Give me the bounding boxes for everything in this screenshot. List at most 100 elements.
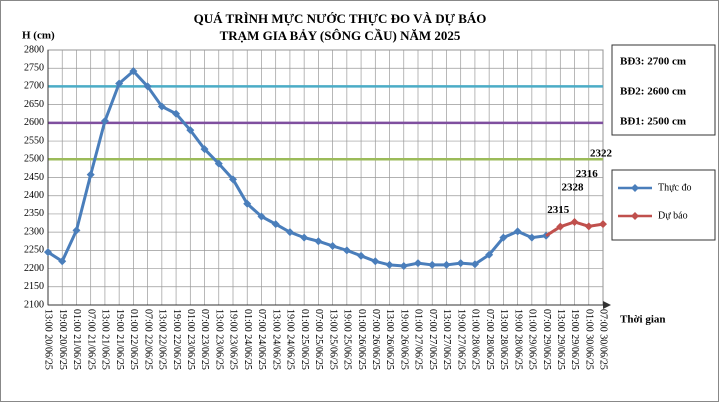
x-tick-label: 07:00 25/06/25 bbox=[313, 309, 324, 370]
y-tick-label: 2350 bbox=[24, 208, 44, 219]
reference-label: BĐ2: 2600 cm bbox=[620, 86, 686, 98]
y-tick-label: 2500 bbox=[24, 154, 44, 165]
reference-label: BĐ3: 2700 cm bbox=[620, 56, 686, 68]
x-tick-label: 01:00 21/06/25 bbox=[71, 309, 82, 370]
reference-label: BĐ1: 2500 cm bbox=[620, 116, 686, 128]
x-tick-label: 19:00 22/06/25 bbox=[171, 309, 182, 370]
x-tick-label: 07:00 23/06/25 bbox=[199, 309, 210, 370]
x-tick-label: 01:00 22/06/25 bbox=[128, 309, 139, 370]
marker bbox=[428, 260, 437, 269]
marker bbox=[357, 251, 366, 260]
marker bbox=[456, 259, 465, 268]
y-tick-label: 2800 bbox=[24, 44, 44, 55]
x-tick-label: 19:00 23/06/25 bbox=[228, 309, 239, 370]
legend bbox=[611, 169, 716, 241]
y-tick-label: 2150 bbox=[24, 281, 44, 292]
marker bbox=[414, 259, 422, 268]
x-tick-label: 13:00 22/06/25 bbox=[157, 309, 168, 370]
x-tick-label: 07:00 26/06/25 bbox=[370, 309, 381, 370]
x-tick-label: 13:00 25/06/25 bbox=[327, 309, 338, 370]
line bbox=[559, 220, 604, 229]
y-tick-label: 2550 bbox=[24, 135, 44, 146]
x-tick-label: 19:00 29/06/25 bbox=[569, 309, 580, 370]
marker bbox=[44, 248, 52, 257]
axis-arrow bbox=[603, 301, 611, 309]
data-label: 2315 bbox=[547, 204, 570, 216]
marker bbox=[342, 246, 351, 255]
marker bbox=[470, 260, 479, 269]
y-tick-label: 2450 bbox=[24, 172, 44, 183]
y-tick-label: 2300 bbox=[24, 226, 44, 237]
marker bbox=[157, 102, 166, 111]
chart-title: QUÁ TRÌNH MỰC NƯỚC THỰC ĐO VÀ DỰ BÁO bbox=[194, 11, 487, 26]
marker bbox=[200, 145, 209, 154]
marker bbox=[271, 220, 280, 229]
y-axis-label: H (cm) bbox=[22, 30, 55, 42]
x-tick-label: 07:00 29/06/25 bbox=[541, 309, 552, 370]
marker bbox=[143, 82, 152, 91]
marker bbox=[72, 226, 81, 235]
marker bbox=[285, 228, 294, 237]
marker bbox=[172, 109, 181, 118]
marker bbox=[300, 233, 309, 242]
y-tick-label: 2700 bbox=[24, 81, 44, 92]
marker bbox=[442, 260, 451, 269]
y-tick-label: 2100 bbox=[24, 299, 44, 310]
marker bbox=[257, 212, 266, 221]
x-tick-label: 19:00 28/06/25 bbox=[512, 309, 523, 370]
x-tick-label: 01:00 29/06/25 bbox=[527, 309, 538, 370]
x-tick-label: 13:00 23/06/25 bbox=[213, 309, 224, 370]
marker bbox=[229, 175, 237, 184]
x-tick-label: 13:00 29/06/25 bbox=[555, 309, 566, 370]
marker bbox=[570, 217, 579, 226]
marker bbox=[599, 220, 607, 229]
y-tick-label: 2200 bbox=[24, 263, 44, 274]
x-tick-label: 01:00 25/06/25 bbox=[299, 309, 310, 370]
marker bbox=[371, 257, 380, 266]
x-tick-label: 01:00 27/06/25 bbox=[413, 309, 424, 370]
marker bbox=[556, 222, 565, 231]
chart-title: TRẠM GIA BẢY (SÔNG CẦU) NĂM 2025 bbox=[220, 28, 461, 43]
marker bbox=[314, 237, 323, 246]
marker bbox=[584, 222, 593, 231]
legend-marker bbox=[631, 212, 639, 220]
x-tick-label: 19:00 25/06/25 bbox=[342, 309, 353, 370]
x-tick-label: 07:00 24/06/25 bbox=[256, 309, 267, 370]
legend-label: Thực đo bbox=[658, 182, 691, 193]
x-tick-label: 07:00 22/06/25 bbox=[142, 309, 153, 370]
x-tick-label: 13:00 28/06/25 bbox=[498, 309, 509, 370]
marker bbox=[485, 250, 494, 259]
marker bbox=[385, 260, 394, 269]
marker bbox=[86, 170, 95, 179]
x-tick-label: 13:00 24/06/25 bbox=[270, 309, 281, 370]
legend-label: Dự báo bbox=[658, 210, 688, 221]
marker bbox=[58, 257, 67, 266]
x-tick-label: 01:00 23/06/25 bbox=[185, 309, 196, 370]
x-tick-label: 07:00 21/06/25 bbox=[85, 309, 96, 370]
data-label: 2328 bbox=[562, 181, 585, 193]
marker bbox=[399, 262, 408, 271]
marker bbox=[328, 241, 337, 250]
x-tick-label: 07:00 30/06/25 bbox=[598, 309, 609, 370]
x-tick-label: 07:00 27/06/25 bbox=[427, 309, 438, 370]
marker bbox=[115, 79, 124, 88]
x-tick-label: 13:00 20/06/25 bbox=[43, 309, 54, 370]
x-tick-label: 19:00 24/06/25 bbox=[285, 309, 296, 370]
y-tick-label: 2400 bbox=[24, 190, 44, 201]
x-tick-label: 19:00 21/06/25 bbox=[114, 309, 125, 370]
x-tick-label: 01:00 30/06/25 bbox=[583, 309, 594, 370]
x-tick-label: 13:00 21/06/25 bbox=[100, 309, 111, 370]
legend-marker bbox=[631, 184, 639, 192]
y-tick-label: 2600 bbox=[24, 117, 44, 128]
marker bbox=[129, 67, 138, 76]
marker bbox=[186, 126, 195, 135]
data-label: 2316 bbox=[576, 168, 599, 180]
y-tick-label: 2650 bbox=[24, 99, 44, 110]
marker bbox=[100, 117, 109, 126]
data-label: 2322 bbox=[590, 148, 613, 160]
x-tick-label: 07:00 28/06/25 bbox=[484, 309, 495, 370]
marker bbox=[243, 199, 252, 208]
reference-box bbox=[611, 44, 716, 136]
y-tick-label: 2250 bbox=[24, 245, 44, 256]
